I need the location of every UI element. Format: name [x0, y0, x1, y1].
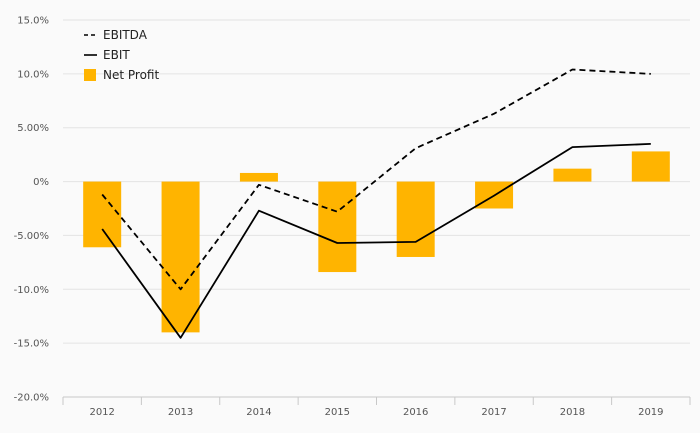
legend-label-ebitda: EBITDA	[103, 28, 148, 42]
legend-label-net-profit: Net Profit	[103, 68, 159, 82]
legend: EBITDA EBIT Net Profit	[84, 28, 159, 82]
x-tick-label: 2012	[89, 407, 114, 418]
x-tick-label: 2019	[638, 407, 663, 418]
net-profit-bar	[83, 181, 122, 248]
x-tick-label: 2017	[481, 407, 506, 418]
net-profit-bar	[396, 181, 435, 257]
ebit-line	[101, 143, 651, 339]
y-tick-label: -15.0%	[14, 339, 49, 350]
y-axis: 15.0% 10.0% 5.00% 0% -5.00% -10.0% -15.0% -20.0…	[14, 16, 49, 404]
y-tick-label: -10.0%	[14, 285, 49, 296]
net-profit-bar	[239, 172, 278, 182]
x-tick-label: 2018	[560, 407, 585, 418]
legend-swatch-net-profit	[84, 69, 96, 81]
x-tick-label: 2016	[403, 407, 428, 418]
x-tick-label: 2013	[168, 407, 193, 418]
y-tick-label: 15.0%	[17, 16, 49, 27]
line-series	[101, 68, 651, 339]
x-axis: 2012 2013 2014 2015 2016 2017 2018 2019	[62, 396, 691, 418]
net-profit-bars	[83, 151, 670, 333]
net-profit-bar	[553, 168, 592, 182]
net-profit-bar	[631, 151, 670, 182]
ebitda-line	[101, 68, 651, 291]
y-tick-label: 10.0%	[17, 69, 49, 80]
y-tick-label: 5.00%	[17, 123, 49, 134]
y-tick-label: 0%	[33, 177, 49, 188]
legend-label-ebit: EBIT	[103, 48, 130, 62]
x-tick-label: 2015	[325, 407, 350, 418]
y-tick-label: -5.00%	[14, 231, 49, 242]
net-profit-bar	[161, 181, 200, 333]
x-tick-label: 2014	[246, 407, 271, 418]
net-profit-bar	[318, 181, 357, 273]
y-tick-label: -20.0%	[14, 393, 49, 404]
